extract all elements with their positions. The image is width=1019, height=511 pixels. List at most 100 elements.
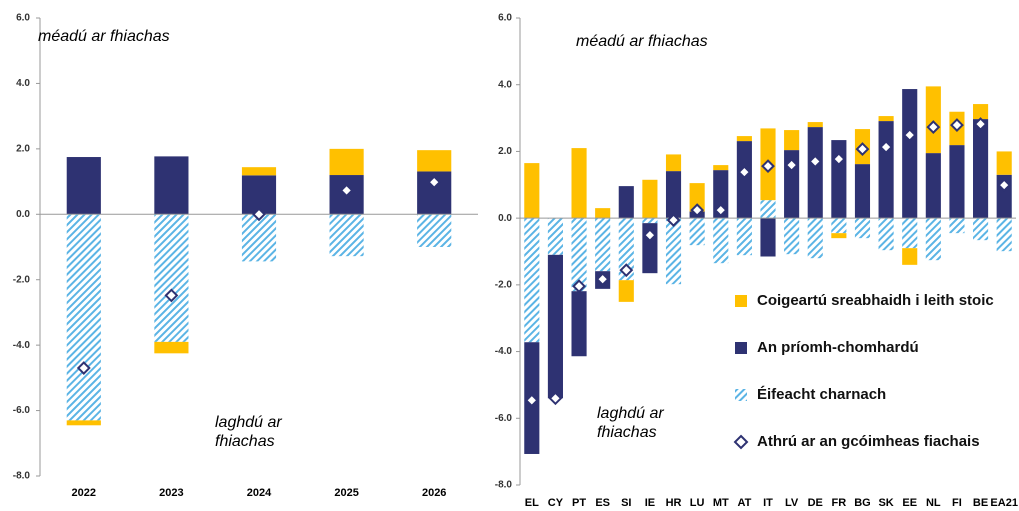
bar	[66, 157, 101, 215]
diamond-marker	[737, 165, 752, 180]
x-tick-label: LV	[785, 497, 799, 509]
x-tick-label: EE	[902, 497, 917, 509]
diamond-marker	[855, 142, 870, 157]
bar	[665, 154, 682, 172]
annotation: fhiachas	[215, 433, 275, 450]
legend-swatch	[735, 295, 747, 307]
bar	[973, 104, 989, 120]
diamond-marker	[666, 213, 681, 228]
diamond-marker	[761, 159, 775, 174]
hatched-bar	[949, 218, 965, 234]
hatched-bar	[996, 218, 1012, 252]
x-tick-label: SK	[878, 497, 893, 509]
bar	[241, 167, 277, 176]
bar	[713, 165, 729, 171]
x-tick-label: 2022	[72, 487, 96, 499]
y-tick-label: -6.0	[13, 405, 31, 416]
diamond-marker	[642, 228, 657, 243]
hatched-bar	[925, 218, 941, 261]
hatched-bar	[854, 218, 871, 239]
hatched-bar	[66, 214, 101, 421]
diamond-marker	[524, 393, 539, 408]
bar	[524, 163, 540, 219]
hatched-bar	[329, 214, 364, 257]
legend-label: Éifeacht charnach	[757, 386, 886, 403]
y-tick-label: 4.0	[498, 79, 512, 90]
hatched-bar	[618, 218, 634, 281]
hatched-bar	[642, 218, 658, 224]
y-tick-label: -4.0	[495, 346, 513, 357]
x-tick-label: CY	[548, 497, 564, 509]
diamond-marker	[997, 178, 1012, 193]
y-tick-label: -8.0	[495, 480, 513, 491]
hatched-bar	[831, 218, 847, 234]
y-tick-label: 2.0	[16, 143, 30, 154]
x-tick-label: MT	[713, 497, 729, 509]
bar	[996, 151, 1012, 175]
diamond-marker	[902, 128, 917, 142]
legend-swatch	[735, 342, 747, 354]
legend-label: An príomh-chomhardú	[757, 339, 919, 356]
hatched-bar	[760, 200, 776, 219]
y-tick-label: 6.0	[16, 13, 30, 24]
x-tick-label: 2025	[334, 487, 358, 499]
x-tick-label: EA21	[990, 497, 1018, 509]
y-tick-label: 4.0	[16, 78, 30, 89]
bar	[831, 140, 847, 219]
diamond-marker	[164, 288, 179, 303]
diamond-marker	[950, 118, 964, 132]
hatched-bar	[878, 218, 894, 251]
bar	[689, 183, 705, 212]
hatched-bar	[713, 218, 729, 264]
diamond-marker	[619, 263, 634, 278]
y-tick-label: -8.0	[13, 471, 31, 482]
x-tick-label: EL	[525, 497, 539, 509]
bar	[878, 121, 894, 219]
annotation: fhiachas	[597, 424, 657, 441]
diamond-marker	[690, 203, 705, 218]
bar	[736, 136, 752, 142]
hatched-bar	[807, 218, 823, 259]
bar	[925, 86, 941, 154]
diamond-marker	[784, 158, 799, 173]
diamond-marker	[808, 154, 823, 169]
hatched-bar	[973, 218, 989, 241]
hatched-bar	[665, 218, 682, 285]
bar	[736, 141, 752, 219]
bar	[925, 153, 941, 219]
bar	[713, 170, 729, 219]
y-tick-label: 0.0	[16, 209, 30, 220]
bar	[807, 122, 823, 128]
diamond-marker	[339, 183, 354, 198]
hatched-bar	[689, 218, 705, 246]
hatched-bar	[784, 218, 800, 255]
bar	[784, 130, 800, 151]
x-tick-label: SI	[621, 497, 631, 509]
annotation: laghdú ar	[597, 405, 664, 422]
bar	[547, 254, 563, 399]
bar	[831, 233, 847, 239]
x-tick-label: DE	[808, 497, 823, 509]
x-tick-label: ES	[595, 497, 610, 509]
y-tick-label: 6.0	[498, 13, 512, 24]
bar	[854, 164, 871, 219]
bar	[154, 156, 189, 215]
diamond-marker	[76, 361, 91, 375]
x-tick-label: PT	[572, 497, 586, 509]
bar	[618, 186, 634, 219]
x-tick-label: BE	[973, 497, 988, 509]
bar	[902, 89, 918, 219]
x-tick-label: 2026	[422, 487, 446, 499]
bar	[571, 291, 587, 357]
hatched-bar	[154, 214, 189, 342]
x-tick-label: 2023	[159, 487, 183, 499]
bar	[665, 171, 682, 219]
bar	[642, 179, 658, 219]
x-tick-label: NL	[926, 497, 941, 509]
y-tick-label: 2.0	[498, 146, 512, 157]
x-tick-label: HR	[666, 497, 682, 509]
y-tick-label: -2.0	[13, 274, 31, 285]
bar	[807, 127, 823, 219]
bar	[417, 150, 452, 172]
